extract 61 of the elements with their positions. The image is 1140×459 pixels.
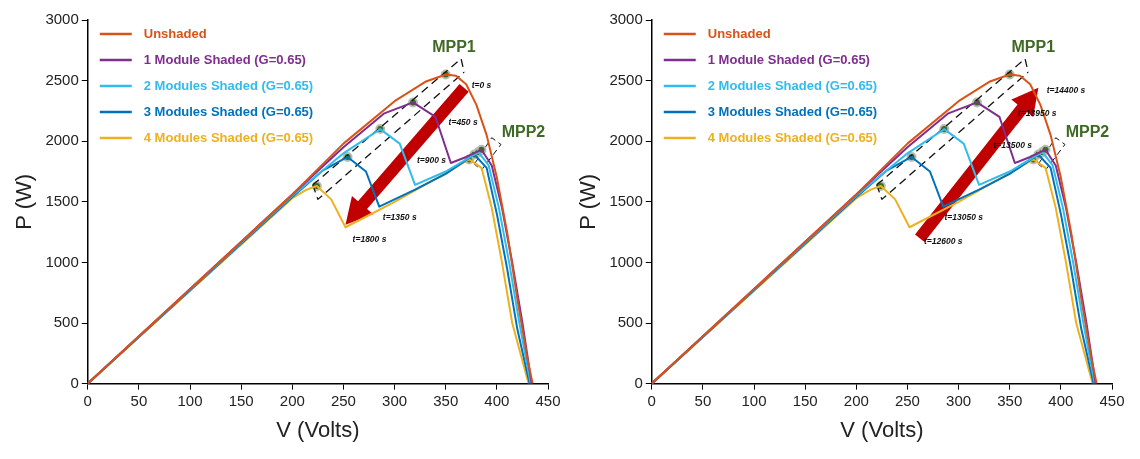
y-tick-label: 1500 <box>609 191 643 209</box>
annotation: t=450 s <box>448 117 478 128</box>
y-tick-label: 0 <box>634 373 643 391</box>
annotation: t=1800 s <box>352 233 387 244</box>
x-tick-label: 100 <box>741 391 767 409</box>
x-axis-title: V (Volts) <box>276 416 360 442</box>
legend-label: 3 Modules Shaded (G=0.65) <box>143 103 314 119</box>
x-tick-label: 450 <box>1099 391 1125 409</box>
y-tick-label: 1500 <box>45 191 79 209</box>
annotation: t=13050 s <box>944 211 984 222</box>
y-axis-title: P (W) <box>11 173 37 230</box>
annotation: MPP2 <box>1065 123 1110 141</box>
y-tick-label: 1000 <box>609 252 643 270</box>
y-tick-label: 2500 <box>609 70 643 88</box>
legend-label: 4 Modules Shaded (G=0.65) <box>707 129 878 145</box>
x-tick-label: 250 <box>894 391 920 409</box>
y-tick-label: 2000 <box>45 131 79 149</box>
y-tick-label: 2500 <box>45 70 79 88</box>
x-tick-label: 50 <box>130 391 148 409</box>
x-tick-label: 200 <box>279 391 305 409</box>
x-tick-label: 100 <box>177 391 203 409</box>
y-axis-title: P (W) <box>575 173 601 230</box>
legend-label: 4 Modules Shaded (G=0.65) <box>143 129 314 145</box>
legend-label: 1 Module Shaded (G=0.65) <box>707 51 870 67</box>
x-tick-label: 300 <box>382 391 408 409</box>
y-tick-label: 2000 <box>609 131 643 149</box>
annotation: MPP2 <box>501 123 546 141</box>
annotation: t=12600 s <box>923 236 963 247</box>
x-tick-label: 400 <box>484 391 510 409</box>
x-tick-label: 150 <box>792 391 818 409</box>
x-tick-label: 50 <box>694 391 712 409</box>
x-axis-title: V (Volts) <box>840 416 924 442</box>
y-tick-label: 0 <box>70 373 79 391</box>
annotation: MPP1 <box>1011 38 1056 56</box>
x-tick-label: 350 <box>433 391 459 409</box>
legend-label: 3 Modules Shaded (G=0.65) <box>707 103 878 119</box>
x-tick-label: 150 <box>228 391 254 409</box>
y-tick-label: 500 <box>617 313 643 331</box>
y-tick-label: 3000 <box>45 10 79 28</box>
annotation: MPP1 <box>432 38 476 56</box>
legend-label: 2 Modules Shaded (G=0.65) <box>707 77 878 93</box>
legend-label: Unshaded <box>707 25 771 41</box>
x-tick-label: 400 <box>1048 391 1074 409</box>
legend-label: 2 Modules Shaded (G=0.65) <box>143 77 314 93</box>
annotation: t=0 s <box>471 79 492 90</box>
legend-label: Unshaded <box>143 25 207 41</box>
annotation: t=1350 s <box>382 211 417 222</box>
x-tick-label: 350 <box>997 391 1023 409</box>
x-tick-label: 300 <box>946 391 972 409</box>
x-tick-label: 0 <box>83 391 92 409</box>
x-tick-label: 250 <box>330 391 356 409</box>
annotation: t=13950 s <box>1018 107 1057 118</box>
annotation: t=900 s <box>416 154 447 165</box>
y-tick-label: 500 <box>53 313 79 331</box>
x-tick-label: 0 <box>647 391 656 409</box>
annotation: t=14400 s <box>1046 84 1086 95</box>
x-tick-label: 200 <box>843 391 869 409</box>
y-tick-label: 1000 <box>45 252 79 270</box>
y-tick-label: 3000 <box>609 10 643 28</box>
x-tick-label: 450 <box>535 391 561 409</box>
legend-label: 1 Module Shaded (G=0.65) <box>143 51 306 67</box>
